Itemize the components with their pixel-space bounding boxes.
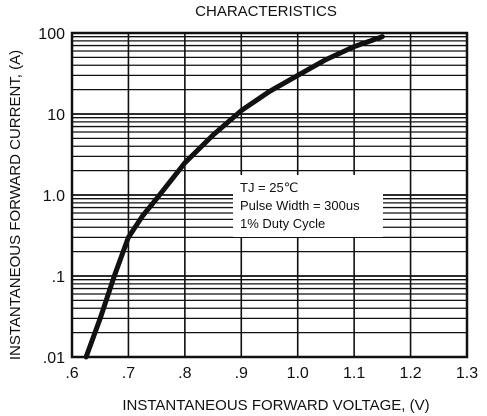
x-tick-label: .7 — [122, 365, 135, 382]
annotation-background — [233, 175, 383, 237]
annotation-line: TJ = 25℃ — [240, 180, 298, 195]
annotation-line: 1% Duty Cycle — [240, 216, 325, 231]
x-tick-label: .8 — [178, 365, 191, 382]
annotation-line: Pulse Width = 300us — [240, 198, 360, 213]
y-tick-label: .1 — [52, 269, 65, 286]
x-tick-label: 1.1 — [343, 365, 365, 382]
plot-frame — [70, 31, 469, 359]
y-tick-label: .01 — [43, 350, 65, 367]
forward-current-curve — [83, 34, 385, 360]
y-tick-label: 100 — [38, 26, 65, 43]
data-series — [83, 34, 385, 360]
y-axis-label: INSTANTANEOUS FORWARD CURRENT, (A) — [7, 50, 24, 360]
x-tick-label: 1.3 — [456, 365, 478, 382]
x-tick-label: .6 — [65, 365, 78, 382]
x-tick-label: .9 — [235, 365, 248, 382]
x-tick-label: 1.0 — [287, 365, 309, 382]
x-axis-label: INSTANTANEOUS FORWARD VOLTAGE, (V) — [122, 397, 429, 414]
chart-title: CHARACTERISTICS — [195, 3, 337, 20]
x-tick-label: 1.2 — [399, 365, 421, 382]
annotation-box: TJ = 25℃ Pulse Width = 300us 1% Duty Cycle — [233, 175, 383, 237]
y-tick-label: 1.0 — [43, 188, 65, 205]
y-tick-label: 10 — [47, 107, 65, 124]
tick-labels: .6 .7 .8 .9 1.0 1.1 1.2 1.3 .01 .1 1.0 10 100 — [38, 26, 478, 382]
